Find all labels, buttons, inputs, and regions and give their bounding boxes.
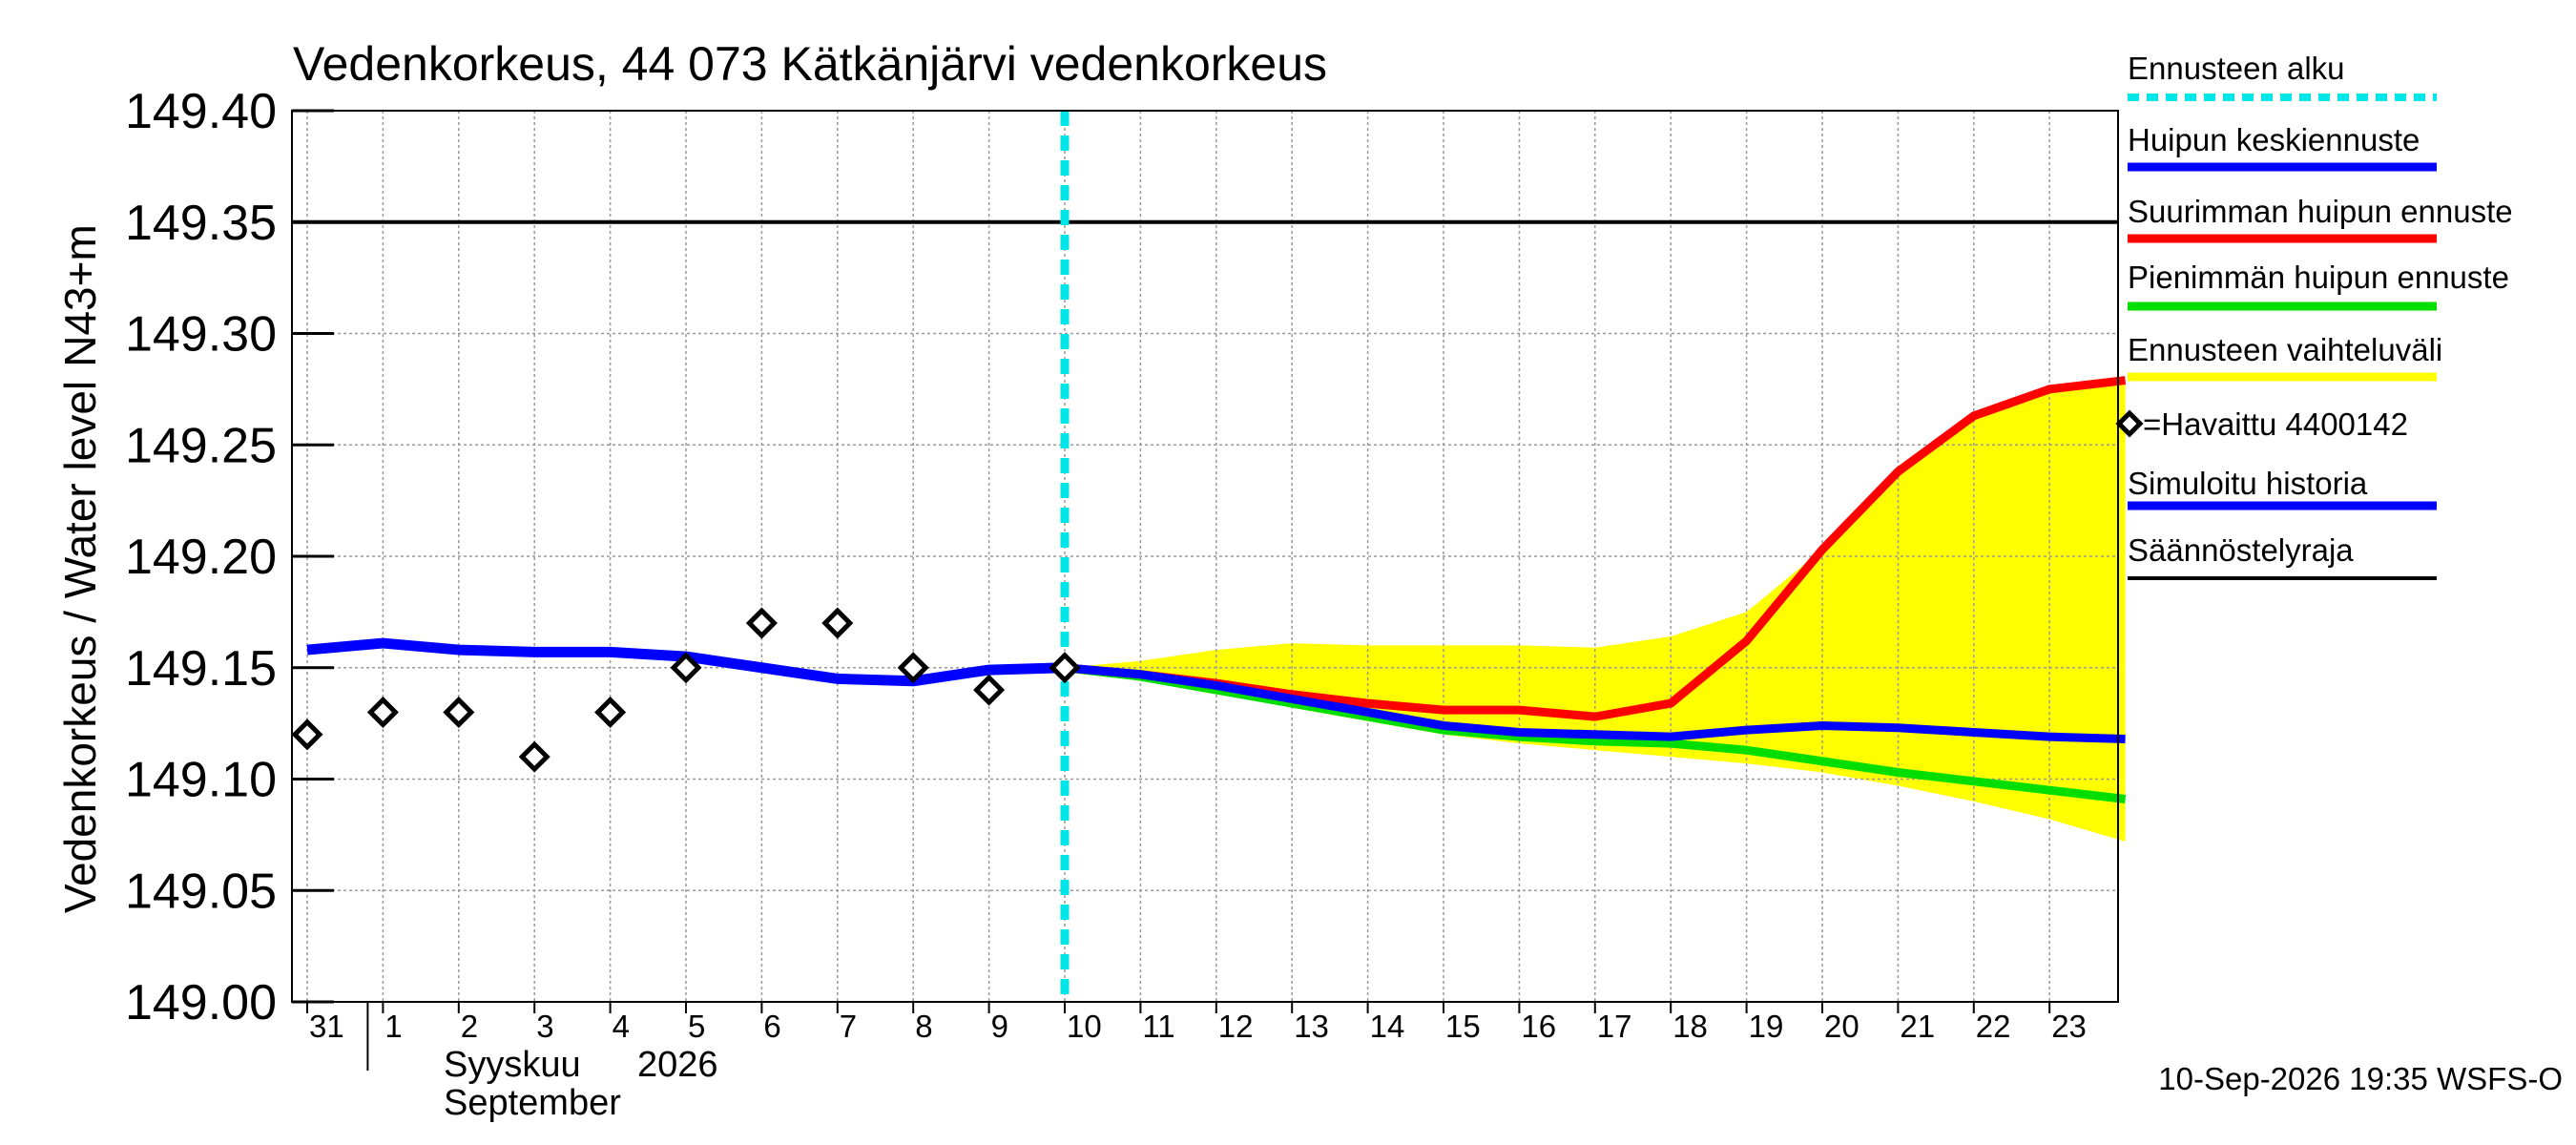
- observed-point: [745, 607, 778, 639]
- y-axis-unit: N43+m: [55, 224, 105, 367]
- x-tick-label: 16: [1521, 1009, 1556, 1044]
- x-tick-label: 13: [1294, 1009, 1329, 1044]
- y-tick-label: 149.25: [125, 418, 277, 473]
- x-tick-label: 15: [1445, 1009, 1481, 1044]
- x-tick-label: 23: [2051, 1009, 2087, 1044]
- x-tick-label: 19: [1749, 1009, 1784, 1044]
- x-tick-label: 4: [613, 1009, 630, 1044]
- y-tick-label: 149.00: [125, 975, 277, 1030]
- x-tick-label: 6: [763, 1009, 780, 1044]
- x-tick-label: 21: [1900, 1009, 1935, 1044]
- observed-point: [670, 652, 702, 684]
- plot-area: 149.00 149.05 149.10 149.15 149.20 149.25 149.…: [125, 84, 2127, 1030]
- legend-label: Simuloitu historia: [2128, 466, 2368, 501]
- chart-title: Vedenkorkeus, 44 073 Kätkänjärvi vedenko…: [293, 37, 1327, 91]
- x-tick-label: 8: [915, 1009, 932, 1044]
- x-tick-label: 2: [461, 1009, 478, 1044]
- observed-point: [366, 696, 399, 728]
- legend-label: Huipun keskiennuste: [2128, 122, 2420, 157]
- observed-point: [897, 652, 929, 684]
- x-tick-label: 11: [1142, 1009, 1174, 1044]
- x-tick-label: 7: [840, 1009, 857, 1044]
- y-axis-label: Vedenkorkeus / Water level: [55, 381, 105, 913]
- observed-point: [1049, 652, 1081, 684]
- observed-point: [594, 696, 627, 728]
- x-tick-label: 9: [991, 1009, 1008, 1044]
- x-tick-label: 1: [384, 1009, 402, 1044]
- y-tick-label: 149.15: [125, 641, 277, 697]
- min-forecast-line: [1064, 663, 2127, 803]
- observed-point: [518, 740, 551, 773]
- x-tick-label: 3: [536, 1009, 553, 1044]
- legend-label: Suurimman huipun ennuste: [2128, 194, 2513, 229]
- legend-label: Ennusteen alku: [2128, 51, 2345, 86]
- x-tick-label: 14: [1370, 1009, 1405, 1044]
- x-tick-label: 31: [309, 1009, 344, 1044]
- x-tick-label: 22: [1976, 1009, 2011, 1044]
- y-tick-label: 149.20: [125, 530, 277, 585]
- legend-observed-marker: [2115, 409, 2144, 438]
- x-axis: Syyskuu 2026 September 31 1 2 3 4 5 6 7 8 9 10 11 12…: [306, 1002, 2087, 1123]
- y-tick-label: 149.30: [125, 307, 277, 363]
- mean-forecast-line: [1064, 663, 2126, 743]
- observed-point: [443, 696, 475, 728]
- legend-label: Säännöstelyraja: [2128, 532, 2354, 568]
- x-tick-label: 10: [1067, 1009, 1102, 1044]
- x-tick-label: 5: [688, 1009, 705, 1044]
- observed-point: [821, 607, 854, 639]
- legend-label: =Havaittu 4400142: [2143, 406, 2408, 442]
- x-tick-label: 18: [1672, 1009, 1708, 1044]
- y-tick-label: 149.40: [125, 84, 277, 139]
- x-tick-label: 17: [1597, 1009, 1632, 1044]
- y-tick-label: 149.10: [125, 753, 277, 808]
- year-label: 2026: [637, 1045, 718, 1085]
- y-tick-label: 149.35: [125, 196, 277, 251]
- legend: Ennusteen alku Huipun keskiennuste Suurimm…: [2115, 51, 2513, 580]
- observed-point: [973, 674, 1006, 706]
- month-label-en: September: [444, 1083, 621, 1123]
- legend-label: Pienimmän huipun ennuste: [2128, 260, 2509, 295]
- x-tick-label: 20: [1824, 1009, 1859, 1044]
- month-label-fi: Syyskuu: [444, 1045, 581, 1085]
- footer-timestamp: 10-Sep-2026 19:35 WSFS-O: [2158, 1061, 2563, 1096]
- observed-point: [291, 718, 323, 751]
- y-tick-label: 149.05: [125, 864, 277, 919]
- x-tick-label: 12: [1218, 1009, 1254, 1044]
- legend-label: Ennusteen vaihteluväli: [2128, 332, 2442, 367]
